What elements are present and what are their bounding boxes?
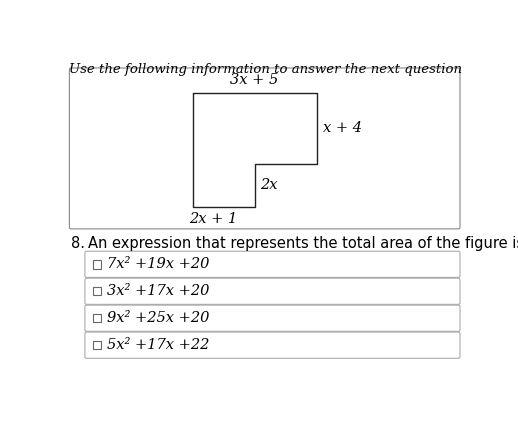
Text: An expression that represents the total area of the figure is: An expression that represents the total … [88, 236, 518, 251]
FancyBboxPatch shape [69, 68, 460, 229]
Text: 7x² +19x +20: 7x² +19x +20 [107, 257, 210, 271]
Text: 3x² +17x +20: 3x² +17x +20 [107, 284, 210, 298]
Bar [93, 341, 101, 350]
Bar [93, 260, 101, 268]
Text: 3x + 5: 3x + 5 [231, 73, 279, 87]
Text: x + 4: x + 4 [323, 121, 362, 135]
Text: 5x² +17x +22: 5x² +17x +22 [107, 338, 210, 352]
FancyBboxPatch shape [85, 251, 460, 277]
FancyBboxPatch shape [85, 278, 460, 304]
Text: 2x + 1: 2x + 1 [190, 212, 238, 226]
Text: 2x: 2x [260, 178, 278, 192]
Text: Use the following information to answer the next question: Use the following information to answer … [69, 64, 462, 76]
Text: 8.: 8. [71, 236, 85, 251]
Bar [93, 314, 101, 322]
Bar [93, 287, 101, 296]
FancyBboxPatch shape [85, 332, 460, 358]
Text: 9x² +25x +20: 9x² +25x +20 [107, 311, 210, 325]
FancyBboxPatch shape [85, 305, 460, 331]
